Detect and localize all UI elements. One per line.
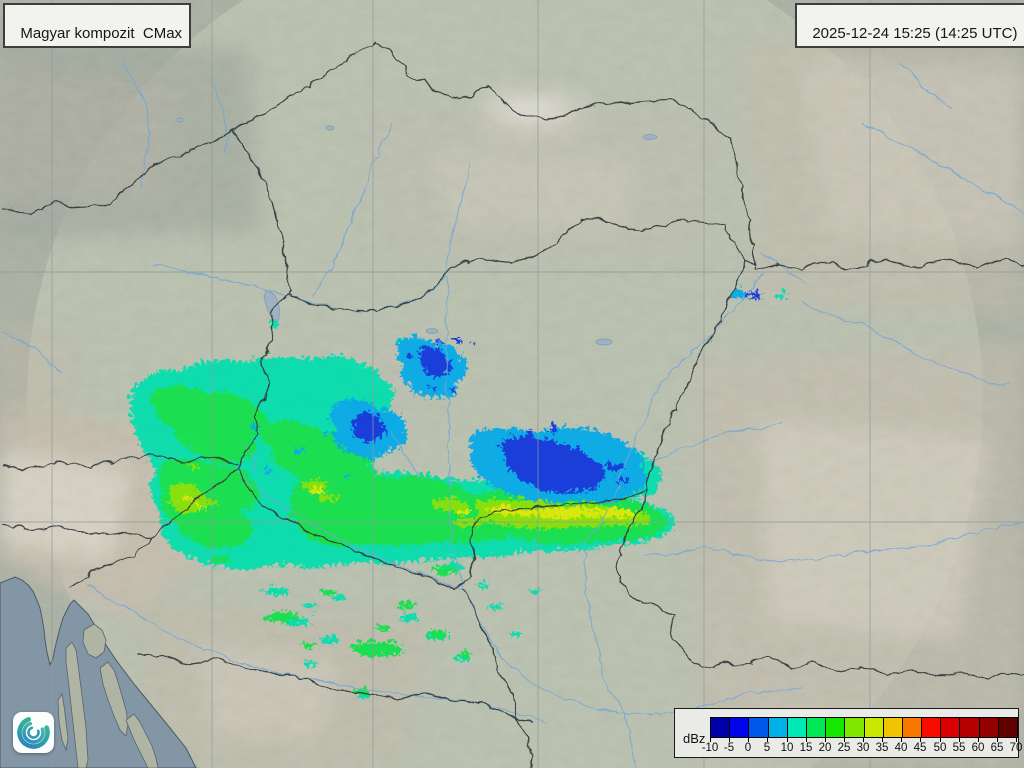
legend-color-cell — [979, 718, 999, 737]
legend-tick-label: 25 — [837, 742, 851, 754]
legend-color-cell — [787, 718, 807, 737]
legend-tick-mark — [959, 737, 960, 742]
legend-tick-mark — [1016, 737, 1017, 742]
legend-tick-mark — [729, 737, 730, 742]
border-ro-ua — [751, 256, 1024, 269]
product-title-box: Magyar kompozit CMax — [3, 3, 192, 48]
legend-tick-label: 60 — [971, 742, 985, 754]
legend-tick-label: 0 — [744, 742, 752, 754]
legend-tick-label: 40 — [894, 742, 908, 754]
legend-tick-mark — [806, 737, 807, 742]
border-hu-ua — [722, 221, 746, 261]
legend-tick-label: 50 — [933, 742, 947, 754]
legend-tick-mark — [863, 737, 864, 742]
spiral-swirl-logo — [17, 717, 50, 749]
legend-tick-mark — [748, 737, 749, 742]
legend-tick-mark — [901, 737, 902, 742]
legend-color-cell — [711, 718, 731, 737]
legend-color-cell — [902, 718, 923, 737]
legend-tick-mark — [978, 737, 979, 742]
legend-tick-label: 45 — [913, 742, 927, 754]
border-hr-rs — [461, 585, 531, 768]
legend-tick-mark — [825, 737, 826, 742]
legend-tick-label: 5 — [763, 742, 771, 754]
legend-tick-mark — [882, 737, 883, 742]
legend-color-cell — [845, 718, 865, 737]
country-borders-layer — [0, 39, 1024, 768]
border-hu-ro — [644, 259, 753, 488]
legend-color-scale — [710, 717, 1018, 738]
legend-tick-label: 20 — [818, 742, 832, 754]
river-sava — [84, 584, 545, 722]
legend-tick-mark — [997, 737, 998, 742]
legend-color-cell — [768, 718, 788, 737]
legend-color-cell — [998, 718, 1017, 737]
dbz-legend: dBz -10 -5 0 5 10 15 20 25 30 35 40 45 50 55 60 65 70 — [674, 708, 1022, 758]
border-pl-sk — [372, 39, 730, 138]
timestamp-box: 2025-12-24 15:25 (14:25 UTC) — [795, 3, 1024, 48]
legend-tick-label: 15 — [799, 742, 813, 754]
border-cz — [0, 39, 374, 213]
border-hu-hr — [235, 467, 479, 587]
legend-tick-label: 70 — [1009, 742, 1023, 754]
legend-color-cell — [941, 718, 961, 737]
legend-tick-mark — [920, 737, 921, 742]
legend-tick-mark — [767, 737, 768, 742]
legend-color-cell — [806, 718, 827, 737]
legend-tick-label: -5 — [723, 742, 735, 754]
legend-tick-mark — [710, 737, 711, 742]
legend-color-cell — [864, 718, 884, 737]
border-at-sk — [229, 127, 289, 293]
legend-tick-label: 55 — [952, 742, 966, 754]
river-tisza — [582, 271, 763, 768]
hungaromet-logo — [13, 712, 54, 753]
border-at-si — [0, 451, 237, 469]
legend-tick-label: 30 — [856, 742, 870, 754]
border-ua-west — [728, 136, 754, 269]
product-title: Magyar kompozit CMax — [20, 25, 183, 42]
legend-tick-label: 10 — [780, 742, 794, 754]
legend-tick-mark — [940, 737, 941, 742]
legend-unit-label: dBz — [683, 731, 706, 746]
border-ro-rs — [614, 486, 1024, 677]
border-hu-sk — [287, 215, 723, 309]
river-danube — [149, 261, 801, 713]
legend-tick-mark — [787, 737, 788, 742]
legend-tick-mark — [844, 737, 845, 742]
legend-tick-label: 35 — [875, 742, 889, 754]
border-at-hu — [235, 291, 289, 469]
legend-color-cell — [826, 718, 846, 737]
legend-tick-label: -10 — [701, 742, 719, 754]
legend-tick-label: 65 — [990, 742, 1004, 754]
border-hu-rs — [477, 486, 646, 517]
border-hr-ba — [134, 652, 531, 723]
legend-color-cell — [922, 718, 942, 737]
river-drava — [231, 469, 465, 589]
legend-color-cell — [960, 718, 980, 737]
legend-color-cell — [730, 718, 750, 737]
legend-color-cell — [749, 718, 769, 737]
timestamp-text: 2025-12-24 15:25 (14:25 UTC) — [812, 25, 1018, 42]
legend-axis: -10 -5 0 5 10 15 20 25 30 35 40 45 50 55 60 65 70 — [702, 737, 1022, 757]
legend-color-cell — [883, 718, 903, 737]
rivers-layer — [0, 59, 1024, 768]
precipitation-echo-layer — [127, 287, 784, 694]
adriatic-islands — [57, 623, 159, 768]
border-si-hr — [0, 467, 237, 538]
